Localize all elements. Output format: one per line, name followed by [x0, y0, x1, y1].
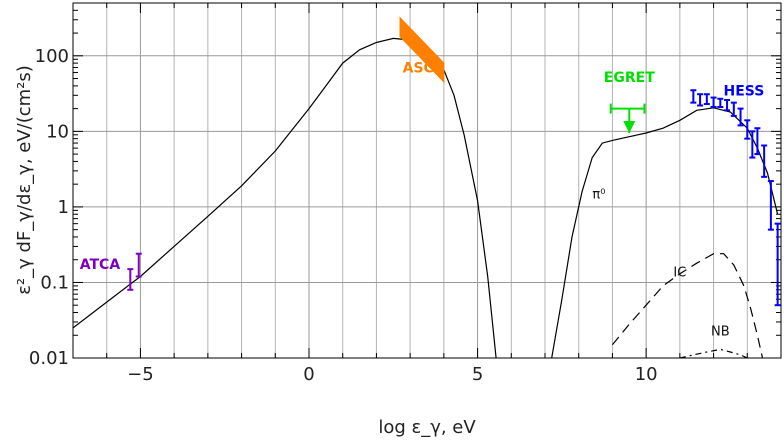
curve-label: NB: [711, 324, 730, 339]
data-point-atca: [135, 252, 142, 278]
plot-border: [72, 2, 782, 359]
data-point-hess: [710, 96, 717, 109]
model-curves: [73, 37, 779, 358]
curve-ic: [611, 253, 764, 358]
y-tick-label: 0.01: [29, 348, 69, 369]
data-point-hess: [717, 97, 724, 109]
egret-upper-limit: [609, 103, 646, 134]
data-point-hess: [754, 127, 761, 156]
curve-synchrotron: [73, 37, 497, 358]
curve-label: IC: [673, 265, 686, 280]
data-point-hess: [730, 101, 737, 117]
x-tick-label: −5: [127, 364, 154, 385]
data-point-hess: [697, 93, 704, 107]
x-tick-label: 0: [303, 364, 314, 385]
data-point-hess: [724, 99, 731, 112]
curve-label: π⁰: [592, 187, 605, 202]
y-tick-label: 1: [58, 197, 69, 218]
data-point-hess: [761, 144, 768, 178]
data-point-hess: [690, 89, 697, 104]
curve-labels: π⁰ IC NB ATCA ASCA EGRET HESS: [80, 61, 765, 340]
limit-arrow-head: [623, 121, 636, 134]
dataset-label-atca: ATCA: [80, 257, 121, 273]
data-point-hess: [749, 130, 756, 159]
y-tick-label: 0.1: [40, 272, 69, 293]
observational-data: [127, 16, 781, 307]
dataset-label-hess: HESS: [724, 83, 765, 99]
axis-ticks: −5 0 5 10 0.01 0.1 1 10 100: [29, 2, 782, 385]
data-point-atca: [127, 268, 134, 291]
data-point-hess: [774, 222, 781, 307]
curve-pi0: [551, 107, 779, 358]
y-axis-label: ε²_γ dF_γ/dε_γ, eV/(cm²s): [14, 65, 35, 295]
data-point-hess: [744, 119, 751, 140]
y-tick-label: 100: [35, 46, 69, 67]
y-tick-label: 10: [46, 121, 69, 142]
plot-frame: [72, 2, 782, 359]
dataset-label-egret: EGRET: [604, 70, 655, 86]
data-point-hess: [737, 107, 744, 127]
data-point-hess: [767, 180, 774, 231]
x-axis-label: log ε_γ, eV: [378, 417, 476, 438]
dataset-label-asca: ASCA: [403, 61, 445, 77]
asca-band: [399, 16, 445, 84]
x-tick-label: 5: [472, 364, 483, 385]
data-point-hess: [703, 93, 710, 106]
x-tick-label: 10: [635, 364, 658, 385]
